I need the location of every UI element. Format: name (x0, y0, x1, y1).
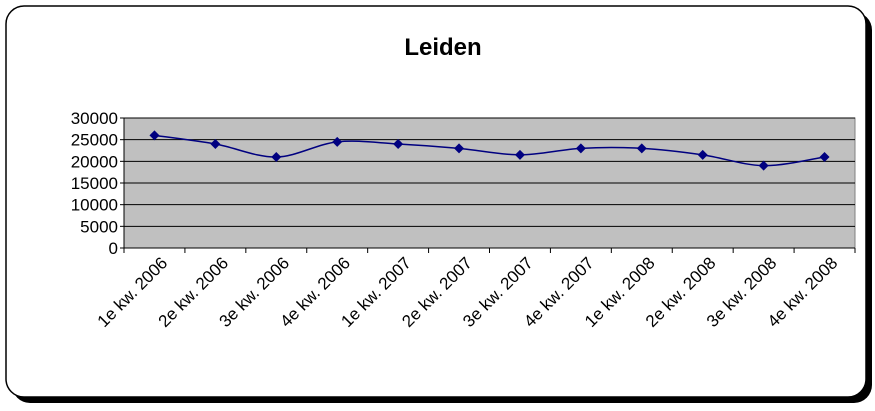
data-point (210, 139, 221, 149)
data-point (758, 160, 769, 171)
y-tick-label: 15000 (71, 174, 118, 193)
y-tick-label: 10000 (71, 196, 118, 215)
y-tick-label: 5000 (80, 217, 118, 236)
data-point (575, 143, 586, 154)
data-point (393, 139, 404, 149)
data-point (697, 149, 708, 160)
y-tick-label: 25000 (71, 131, 118, 150)
data-point (332, 136, 343, 147)
data-point (636, 143, 647, 154)
data-point (149, 130, 160, 141)
data-point (514, 149, 525, 160)
chart-title: Leiden (404, 34, 481, 61)
y-tick-label: 30000 (71, 109, 118, 128)
y-tick-label: 0 (109, 239, 118, 258)
y-tick-label: 20000 (71, 152, 118, 171)
data-point (819, 152, 830, 162)
data-point (271, 152, 282, 162)
data-point (454, 143, 465, 154)
